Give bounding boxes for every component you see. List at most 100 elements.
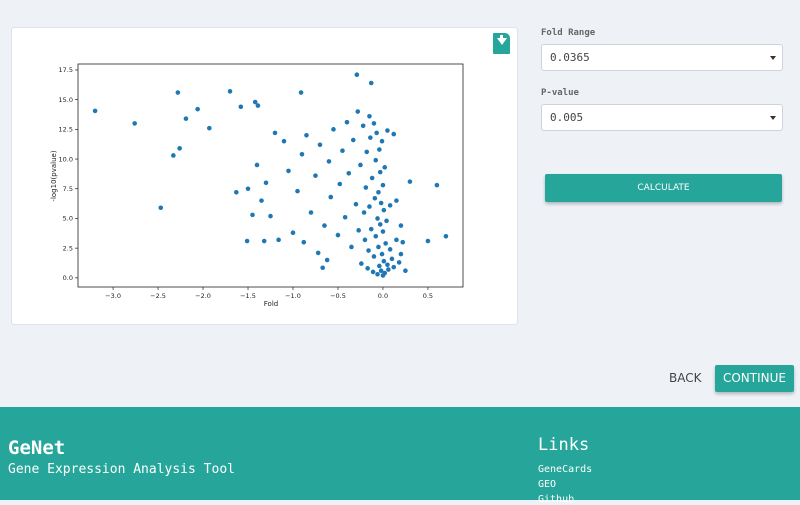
point bbox=[403, 268, 408, 274]
point bbox=[259, 198, 264, 203]
link[interactable]: GeneCards bbox=[538, 464, 593, 475]
point bbox=[387, 203, 393, 208]
point bbox=[376, 244, 381, 250]
pvalue-select[interactable]: 0.005 bbox=[541, 104, 783, 131]
point bbox=[171, 153, 176, 158]
footer-title: GeNet bbox=[8, 437, 66, 459]
point bbox=[183, 116, 189, 121]
point bbox=[250, 212, 255, 218]
point bbox=[244, 238, 250, 244]
link[interactable]: GEO bbox=[538, 479, 557, 490]
download-icon[interactable] bbox=[493, 33, 510, 54]
point bbox=[379, 138, 385, 144]
point bbox=[360, 123, 366, 129]
y-tick-label: 7.5 bbox=[63, 185, 73, 193]
fold-select[interactable]: 0.0365 bbox=[541, 44, 783, 71]
point bbox=[389, 256, 395, 262]
point bbox=[377, 147, 382, 152]
point bbox=[377, 169, 383, 175]
continue-button[interactable]: CONTINUE bbox=[715, 365, 794, 392]
chart-card: Fold -log10(pvalue) −3.0 −2.5 −2.0 −1.5 −1.0… bbox=[11, 27, 518, 325]
point bbox=[382, 270, 388, 276]
point bbox=[304, 132, 309, 138]
field-label: Fold Range bbox=[541, 28, 596, 38]
point bbox=[384, 218, 389, 224]
point bbox=[365, 266, 370, 271]
x-tick-label: 0.5 bbox=[423, 292, 433, 300]
point bbox=[358, 162, 363, 168]
field-label: P-value bbox=[541, 88, 579, 98]
point bbox=[394, 237, 399, 243]
point bbox=[374, 130, 379, 136]
point bbox=[371, 254, 377, 259]
point bbox=[443, 233, 449, 239]
point bbox=[369, 175, 375, 181]
point bbox=[381, 258, 387, 264]
point bbox=[346, 171, 352, 176]
point bbox=[299, 151, 305, 157]
point bbox=[252, 99, 258, 105]
point bbox=[324, 257, 330, 263]
point bbox=[326, 159, 332, 164]
point bbox=[350, 137, 356, 143]
calculate-button[interactable]: CALCULATE bbox=[545, 174, 782, 202]
footer-subtitle: Gene Expression Analysis Tool bbox=[8, 462, 235, 477]
point bbox=[290, 230, 296, 236]
y-tick-label: 12.5 bbox=[59, 126, 73, 134]
point bbox=[387, 247, 393, 252]
point bbox=[276, 237, 281, 243]
point bbox=[371, 121, 377, 126]
links-heading: Links bbox=[538, 435, 590, 455]
point bbox=[359, 261, 364, 266]
point bbox=[238, 104, 244, 110]
x-tick-label: −2.0 bbox=[195, 292, 211, 300]
point bbox=[377, 263, 382, 269]
point bbox=[286, 168, 291, 174]
point bbox=[254, 162, 260, 168]
point bbox=[379, 251, 385, 257]
point bbox=[298, 90, 304, 95]
point bbox=[320, 265, 325, 271]
point bbox=[337, 181, 343, 187]
point bbox=[375, 271, 380, 277]
point bbox=[308, 210, 314, 215]
y-axis-label: -log10(pvalue) bbox=[50, 150, 58, 201]
x-axis-label: Fold bbox=[264, 300, 278, 308]
point bbox=[364, 149, 370, 155]
point bbox=[394, 198, 399, 203]
point bbox=[335, 232, 341, 238]
y-tick-label: 0.0 bbox=[63, 274, 73, 282]
point bbox=[377, 222, 383, 227]
point bbox=[385, 128, 390, 133]
footer: GeNet Gene Expression Analysis Tool Link… bbox=[0, 407, 800, 505]
point bbox=[378, 200, 384, 206]
point bbox=[367, 113, 372, 119]
back-button[interactable]: BACK bbox=[669, 371, 702, 385]
x-tick-label: −0.5 bbox=[330, 292, 346, 300]
x-tick-label: 0.0 bbox=[378, 292, 388, 300]
point bbox=[355, 109, 361, 114]
point bbox=[255, 103, 261, 108]
point bbox=[353, 201, 359, 207]
point bbox=[425, 238, 431, 244]
point bbox=[245, 186, 251, 192]
point bbox=[281, 138, 287, 144]
point bbox=[207, 125, 212, 131]
scatter-chart: Fold -log10(pvalue) −3.0 −2.5 −2.0 −1.5 −1.0… bbox=[50, 63, 464, 308]
point bbox=[132, 121, 137, 126]
point bbox=[261, 238, 267, 244]
point bbox=[373, 233, 379, 239]
point bbox=[391, 131, 397, 137]
point bbox=[380, 229, 386, 234]
point bbox=[391, 264, 397, 270]
point bbox=[383, 241, 388, 246]
point bbox=[195, 106, 200, 112]
point bbox=[313, 173, 318, 178]
point bbox=[381, 207, 387, 213]
point bbox=[372, 195, 378, 201]
point bbox=[373, 157, 379, 163]
point bbox=[385, 262, 390, 268]
point bbox=[331, 127, 336, 132]
point bbox=[356, 228, 361, 233]
